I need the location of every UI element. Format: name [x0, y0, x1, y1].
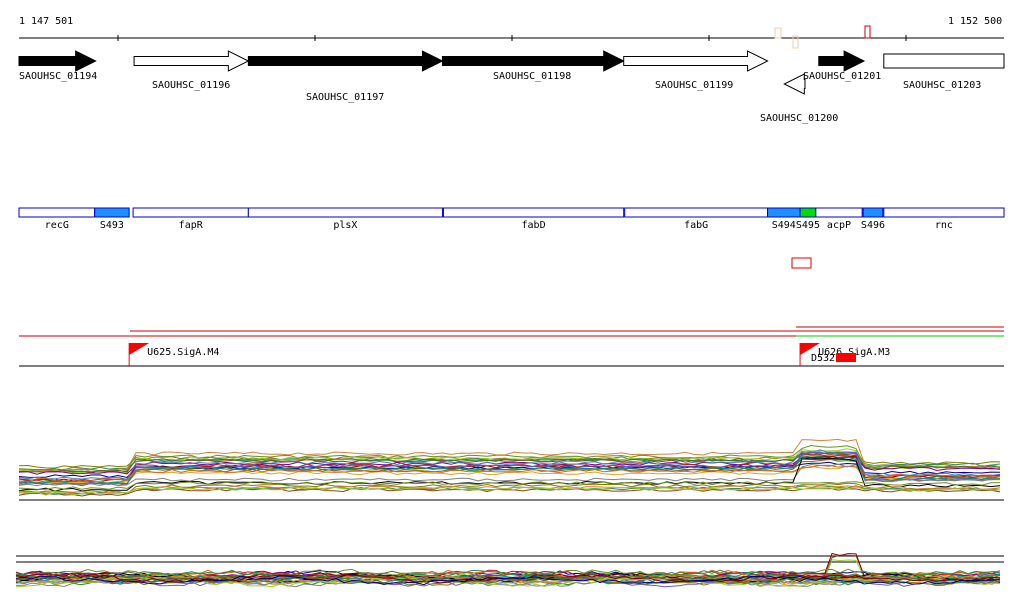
expression-profile-line [15, 569, 1001, 581]
gene-arrow[interactable] [247, 50, 444, 72]
terminator-label: D532 [811, 353, 835, 364]
segment-box[interactable] [624, 207, 769, 218]
segment-box[interactable] [18, 207, 96, 218]
segment-label: S493 [100, 220, 124, 231]
expression-profile-line [18, 456, 1001, 485]
expression-profile-line [18, 481, 1001, 490]
gene-arrow[interactable] [783, 73, 806, 95]
expression-profile-line [18, 484, 1001, 494]
segment-box[interactable] [442, 207, 625, 218]
segment-box[interactable] [132, 207, 249, 218]
segment-label: S496 [861, 220, 885, 231]
expression-profile-line [15, 576, 1001, 588]
gene-annotation-track: SAOUHSC_01194 SAOUHSC_01196 SAOUHSC_01197 S… [18, 50, 1005, 124]
gene-arrow[interactable] [441, 50, 625, 72]
segment-box[interactable] [815, 207, 863, 218]
expression-profile-line [18, 457, 1001, 492]
expression-profile-line [18, 444, 1001, 472]
segment-box[interactable] [247, 207, 443, 218]
gene-arrow[interactable] [818, 50, 866, 72]
expression-profile-line [18, 463, 1001, 487]
promoter-flag[interactable] [800, 343, 821, 355]
segment-box[interactable] [94, 207, 130, 218]
gene-arrow[interactable] [18, 50, 97, 72]
segment-label: acpP [827, 220, 851, 231]
segment-box[interactable] [799, 207, 817, 218]
segment-label: fabD [522, 220, 546, 231]
ruler-marker-peach [774, 27, 782, 39]
expression-profile-line [15, 575, 1001, 586]
segment-label: recG [45, 220, 69, 231]
terminator-bar [836, 353, 856, 362]
gene-label: SAOUHSC_01201 [803, 71, 881, 82]
feature-box-red [791, 257, 812, 269]
ruler-track: 1 147 501 1 152 500 [19, 16, 1004, 49]
segment-track: recG S493 fapR plsX fabD fabG S494 S495 acpP S496… [18, 207, 1005, 231]
segment-box[interactable] [767, 207, 801, 218]
expression-profile-track-2 [15, 552, 1004, 588]
expression-profiles-1 [18, 438, 1001, 497]
ruler-marker-peach-2 [792, 35, 799, 49]
ruler-ticks [117, 35, 907, 41]
segment-box[interactable] [862, 207, 884, 218]
segment-label: plsX [333, 220, 357, 231]
gene-label: SAOUHSC_01199 [655, 80, 733, 91]
segment-label: fabG [684, 220, 708, 231]
expression-profile-line [18, 448, 1001, 474]
gene-label: SAOUHSC_01203 [903, 80, 981, 91]
segment-box[interactable] [883, 207, 1005, 218]
expression-profile-line [15, 576, 1001, 588]
gene-label: SAOUHSC_01198 [493, 71, 571, 82]
gene-arrow[interactable] [133, 50, 250, 72]
gene-label: SAOUHSC_01197 [306, 92, 384, 103]
ruler-marker-red [864, 25, 871, 39]
gene-label: SAOUHSC_01200 [760, 113, 838, 124]
ruler-end-label: 1 152 500 [948, 16, 1002, 27]
expression-profile-line [18, 486, 1001, 496]
expression-profiles-2 [15, 552, 1001, 588]
gene-arrow[interactable] [623, 50, 769, 72]
expression-profile-line [18, 438, 1001, 473]
promoter-track: U625.SigA.M4 U626.SigA.M3 [128, 343, 890, 366]
expression-profile-line [18, 464, 1001, 482]
expression-profile-line [18, 487, 1001, 497]
transcript-track: U625.SigA.M4 U626.SigA.M3 D532 [19, 326, 1004, 367]
expression-profile-line [18, 465, 1001, 485]
promoter-label: U625.SigA.M4 [147, 347, 219, 358]
segment-label: rnc [935, 220, 953, 231]
promoter-flag[interactable] [129, 343, 150, 355]
segment-label: S495 [796, 220, 820, 231]
gene-label: SAOUHSC_01196 [152, 80, 230, 91]
ruler-start-label: 1 147 501 [19, 16, 73, 27]
expression-profile-track-1 [18, 438, 1004, 501]
expression-profile-line [18, 449, 1001, 481]
expression-profile-line [18, 451, 1001, 486]
expression-profile-line [15, 575, 1001, 586]
promoter-label: U626.SigA.M3 [818, 347, 890, 358]
gene-label: SAOUHSC_01194 [19, 71, 97, 82]
expression-profile-line [15, 568, 1001, 580]
segment-label: fapR [179, 220, 204, 231]
segment-label: S494 [772, 220, 796, 231]
gene-arrow[interactable] [883, 53, 1005, 69]
